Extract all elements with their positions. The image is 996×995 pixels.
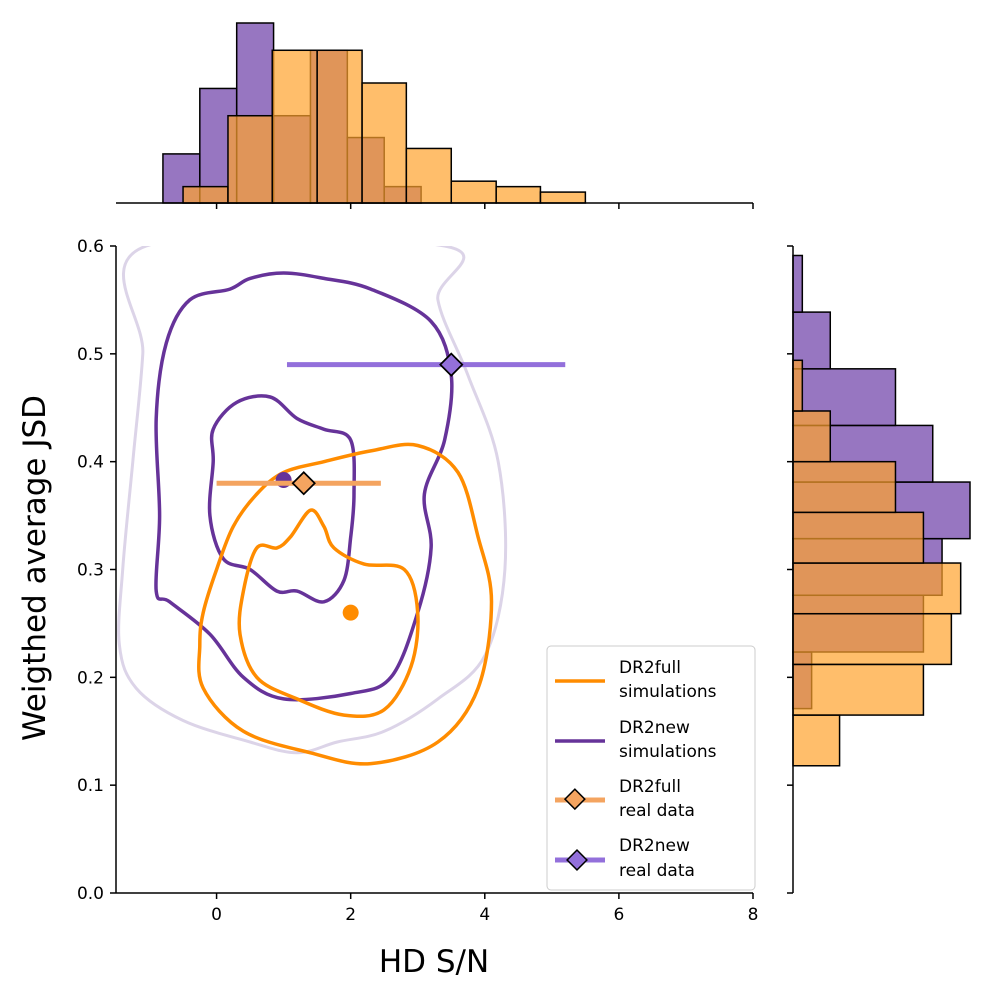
- legend: DR2full simulations DR2new simulations D…: [546, 645, 756, 891]
- legend-label-dr2full-sim-line2: simulations: [619, 682, 717, 702]
- y-tick-label: 0.4: [77, 453, 104, 473]
- y-axis-title: Weigthed average JSD: [17, 395, 53, 741]
- legend-label-dr2full-sim-line1: DR2full: [619, 658, 681, 678]
- legend-label-dr2new-real-line2: real data: [619, 861, 695, 881]
- right-hist-bar-dr2full: [792, 460, 897, 514]
- legend-key-dr2new-real-diamond: [566, 849, 588, 871]
- x-tick-label: 6: [613, 905, 624, 925]
- top-hist-bar-dr2full: [495, 185, 542, 204]
- right-hist-bar-dr2full: [792, 612, 953, 666]
- contour-dr2new-outer-faint: [117, 246, 508, 755]
- x-tick-label: 0: [211, 905, 222, 925]
- legend-label-dr2new-sim-line2: simulations: [619, 742, 717, 762]
- main-plot-area: 0 2 4 6 8 0.0 0.1 0.2 0.3 0.4 0.5 0.6 DR2full simul…: [77, 237, 758, 925]
- right-histogram: [787, 245, 971, 894]
- right-hist-bar-dr2full: [792, 714, 841, 767]
- density-contours: [117, 246, 508, 766]
- right-hist-bar-dr2full: [792, 562, 962, 615]
- legend-key-dr2full-real-diamond: [563, 788, 586, 811]
- top-hist-bar-dr2full: [405, 147, 453, 204]
- top-hist-bar-dr2full: [450, 180, 497, 204]
- top-hist-bar-dr2full: [539, 191, 587, 204]
- y-tick-label: 0.2: [77, 668, 104, 688]
- legend-label-dr2new-real-line1: DR2new: [619, 836, 690, 856]
- sim-center-dr2full: [342, 604, 359, 621]
- y-tick-label: 0.0: [77, 884, 104, 904]
- legend-label-dr2full-real-line1: DR2full: [619, 777, 681, 797]
- top-histogram: [116, 22, 754, 209]
- contour-dr2full-outer: [197, 442, 494, 766]
- contour-dr2new-inner: [207, 394, 357, 604]
- x-axis-title: HD S/N: [379, 944, 489, 980]
- main-axes: 0 2 4 6 8 0.0 0.1 0.2 0.3 0.4 0.5 0.6: [77, 237, 758, 925]
- right-hist-bar-dr2full: [792, 663, 925, 716]
- y-tick-label: 0.1: [77, 776, 104, 796]
- top-hist-bar-dr2new: [162, 153, 201, 204]
- real-point-dr2full: [291, 471, 316, 496]
- x-tick-label: 8: [748, 905, 759, 925]
- top-hist-bar-dr2full: [182, 185, 229, 204]
- y-tick-label: 0.6: [77, 237, 104, 257]
- y-tick-label: 0.3: [77, 561, 104, 581]
- y-tick-label: 0.5: [77, 345, 104, 365]
- x-tick-label: 4: [479, 905, 490, 925]
- right-hist-bar-dr2new: [792, 254, 804, 313]
- real-point-dr2new: [439, 352, 464, 377]
- x-tick-label: 2: [345, 905, 356, 925]
- right-hist-bar-dr2full: [792, 511, 925, 564]
- top-hist-bar-dr2full: [361, 82, 408, 204]
- right-hist-bar-dr2full: [792, 359, 804, 412]
- data-markers: [216, 352, 566, 621]
- legend-label-dr2new-sim-line1: DR2new: [619, 718, 690, 738]
- top-hist-bar-dr2full: [271, 49, 318, 204]
- legend-label-dr2full-real-line2: real data: [619, 801, 695, 821]
- right-hist-bar-dr2new: [792, 311, 832, 370]
- right-hist-bar-dr2full: [792, 410, 832, 463]
- contour-dr2full-inner: [237, 508, 420, 719]
- top-hist-bar-dr2full: [316, 49, 363, 204]
- top-hist-bar-dr2full: [227, 114, 273, 204]
- legend-frame: [546, 645, 756, 891]
